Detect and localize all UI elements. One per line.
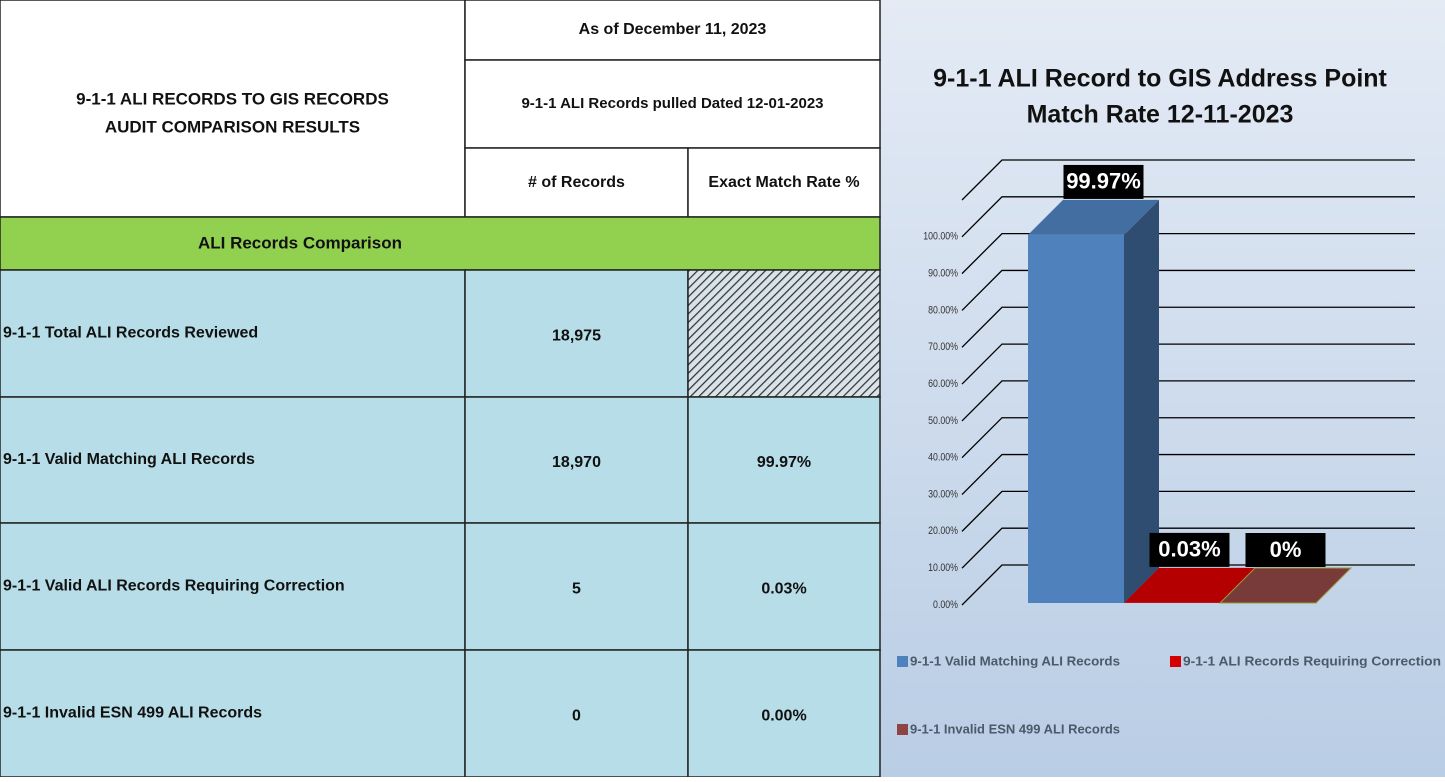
column-header: Exact Match Rate % xyxy=(708,174,859,191)
y-tick-label: 20.00% xyxy=(928,525,958,537)
match-rate: 99.97% xyxy=(757,454,811,471)
as-of-date: As of December 11, 2023 xyxy=(579,21,767,38)
record-count: 18,975 xyxy=(552,328,601,345)
match-rate: 0.03% xyxy=(761,581,806,598)
y-tick-label: 50.00% xyxy=(928,415,958,427)
y-tick-label: 30.00% xyxy=(928,489,958,501)
y-tick-label: 90.00% xyxy=(928,268,958,280)
y-tick-label: 80.00% xyxy=(928,305,958,317)
legend-swatch xyxy=(1170,656,1181,667)
record-count: 5 xyxy=(572,581,581,598)
legend-label: 9-1-1 Valid Matching ALI Records xyxy=(910,653,1120,668)
table-title: 9-1-1 ALI RECORDS TO GIS RECORDS xyxy=(76,89,389,108)
table-cell xyxy=(0,0,465,217)
match-rate: 0.00% xyxy=(761,708,806,725)
legend-label: 9-1-1 ALI Records Requiring Correction xyxy=(1183,653,1441,668)
pull-date: 9-1-1 ALI Records pulled Dated 12-01-202… xyxy=(521,95,823,112)
table-cell xyxy=(0,217,880,270)
record-count: 18,970 xyxy=(552,454,601,471)
row-label: 9-1-1 Total ALI Records Reviewed xyxy=(3,325,258,342)
legend-label: 9-1-1 Invalid ESN 499 ALI Records xyxy=(910,721,1120,736)
data-label: 0.03% xyxy=(1158,537,1220,562)
chart-title: Match Rate 12-11-2023 xyxy=(1027,101,1294,129)
chart-title: 9-1-1 ALI Record to GIS Address Point xyxy=(933,65,1387,93)
table-cell xyxy=(688,270,880,397)
y-tick-label: 100.00% xyxy=(923,231,958,243)
legend-swatch xyxy=(897,724,908,735)
table-title: AUDIT COMPARISON RESULTS xyxy=(105,117,360,136)
row-label: 9-1-1 Invalid ESN 499 ALI Records xyxy=(3,705,262,722)
y-tick-label: 0.00% xyxy=(933,599,958,611)
section-header: ALI Records Comparison xyxy=(198,233,402,252)
row-label: 9-1-1 Valid Matching ALI Records xyxy=(3,451,255,468)
y-tick-label: 10.00% xyxy=(928,562,958,574)
data-label: 99.97% xyxy=(1066,169,1141,194)
y-tick-label: 70.00% xyxy=(928,341,958,353)
legend-swatch xyxy=(897,656,908,667)
data-label: 0% xyxy=(1270,537,1302,562)
column-header: # of Records xyxy=(528,174,625,191)
bar xyxy=(1028,200,1159,603)
bar-front xyxy=(1028,235,1124,603)
record-count: 0 xyxy=(572,708,581,725)
y-tick-label: 60.00% xyxy=(928,378,958,390)
y-tick-label: 40.00% xyxy=(928,452,958,464)
row-label: 9-1-1 Valid ALI Records Requiring Correc… xyxy=(3,578,345,595)
